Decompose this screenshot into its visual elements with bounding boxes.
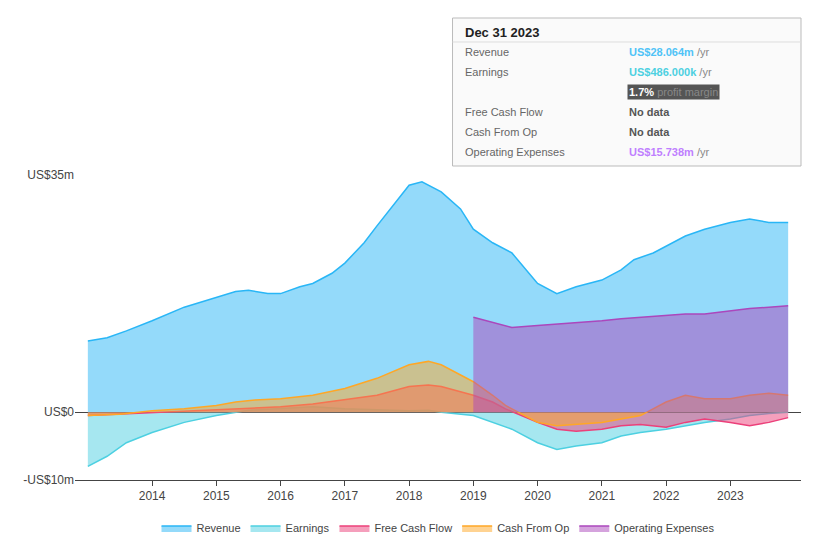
svg-text:Operating Expenses: Operating Expenses: [614, 522, 714, 534]
svg-text:No data: No data: [629, 126, 670, 138]
svg-text:Free Cash Flow: Free Cash Flow: [465, 106, 543, 118]
svg-text:Cash From Op: Cash From Op: [497, 522, 569, 534]
svg-text:Free Cash Flow: Free Cash Flow: [374, 522, 452, 534]
svg-text:2023: 2023: [717, 489, 744, 503]
svg-text:Operating Expenses: Operating Expenses: [465, 146, 565, 158]
svg-text:2017: 2017: [331, 489, 358, 503]
svg-text:Earnings: Earnings: [286, 522, 330, 534]
svg-text:US$0: US$0: [44, 405, 74, 419]
svg-text:2022: 2022: [653, 489, 680, 503]
svg-text:2018: 2018: [396, 489, 423, 503]
svg-text:US$35m: US$35m: [27, 168, 74, 182]
svg-text:Dec 31 2023: Dec 31 2023: [465, 25, 539, 40]
svg-text:No data: No data: [629, 106, 670, 118]
svg-text:2020: 2020: [524, 489, 551, 503]
svg-text:Cash From Op: Cash From Op: [465, 126, 537, 138]
svg-text:US$486.000k /yr: US$486.000k /yr: [629, 66, 712, 78]
svg-text:2016: 2016: [267, 489, 294, 503]
svg-text:2021: 2021: [588, 489, 615, 503]
svg-text:Revenue: Revenue: [197, 522, 241, 534]
svg-text:US$28.064m /yr: US$28.064m /yr: [629, 46, 709, 58]
svg-text:-US$10m: -US$10m: [23, 473, 74, 487]
svg-text:2014: 2014: [139, 489, 166, 503]
svg-text:US$15.738m /yr: US$15.738m /yr: [629, 146, 709, 158]
svg-text:Revenue: Revenue: [465, 46, 509, 58]
svg-text:2019: 2019: [460, 489, 487, 503]
svg-text:Earnings: Earnings: [465, 66, 509, 78]
svg-text:1.7% profit margin: 1.7% profit margin: [629, 86, 718, 98]
svg-text:2015: 2015: [203, 489, 230, 503]
